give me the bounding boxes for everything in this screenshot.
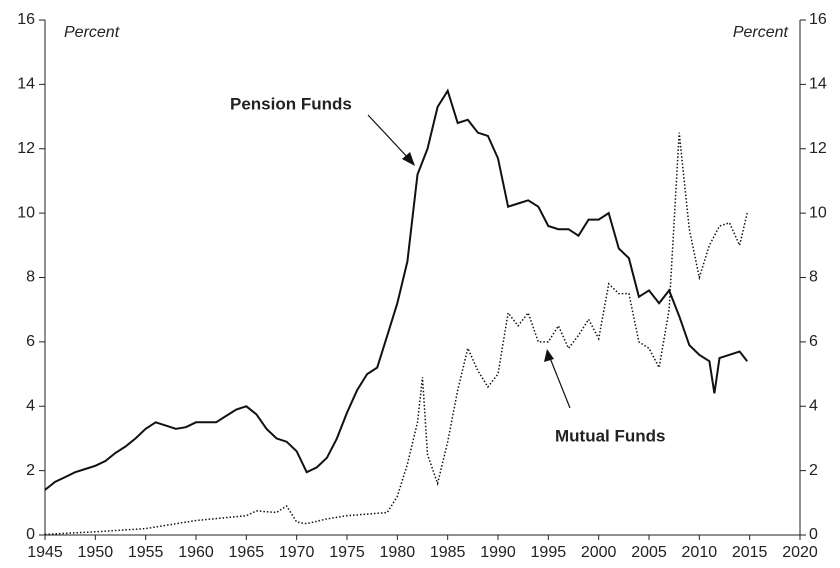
x-tick-label: 1975	[329, 544, 365, 561]
x-tick-label: 2010	[682, 544, 718, 561]
x-tick-label: 1945	[27, 544, 63, 561]
y-tick-label: 4	[26, 397, 35, 414]
x-tick-label: 2000	[581, 544, 617, 561]
x-tick-label: 1965	[229, 544, 265, 561]
x-tick-label: 1970	[279, 544, 315, 561]
y2-tick-label: 10	[809, 204, 827, 221]
y2-tick-label: 12	[809, 140, 827, 157]
y2-tick-label: 6	[809, 333, 818, 350]
y2-tick-label: 4	[809, 397, 818, 414]
arrow	[367, 114, 411, 161]
y-tick-label: 0	[26, 526, 35, 543]
y-tick-label: 10	[17, 204, 35, 221]
y2-tick-label: 2	[809, 462, 818, 479]
x-tick-label: 1985	[430, 544, 466, 561]
y-tick-label: 2	[26, 462, 35, 479]
y2-tick-label: 16	[809, 11, 827, 28]
x-tick-label: 2005	[631, 544, 667, 561]
annotation: Mutual Funds	[555, 426, 665, 445]
y-tick-label: 14	[17, 76, 35, 93]
y-tick-label: 8	[26, 269, 35, 286]
y-tick-label: 12	[17, 140, 35, 157]
y-tick-label: 6	[26, 333, 35, 350]
x-tick-label: 1995	[531, 544, 567, 561]
x-tick-label: 1955	[128, 544, 164, 561]
y2-axis-label: Percent	[733, 24, 789, 41]
y2-tick-label: 0	[809, 526, 818, 543]
line-series	[44, 88, 748, 491]
x-tick-label: 1990	[480, 544, 516, 561]
x-tick-label: 1980	[380, 544, 416, 561]
line-series	[44, 132, 748, 536]
arrowhead	[544, 349, 554, 362]
x-tick-label: 1960	[178, 544, 214, 561]
arrow	[549, 357, 571, 409]
y2-tick-label: 14	[809, 76, 827, 93]
arrowhead	[402, 152, 415, 166]
y-tick-label: 16	[17, 11, 35, 28]
annotation: Pension Funds	[230, 94, 352, 113]
x-tick-label: 1950	[78, 544, 114, 561]
y-axis-label: Percent	[64, 24, 120, 41]
y2-tick-label: 8	[809, 269, 818, 286]
x-tick-label: 2020	[782, 544, 818, 561]
x-tick-label: 2015	[732, 544, 768, 561]
